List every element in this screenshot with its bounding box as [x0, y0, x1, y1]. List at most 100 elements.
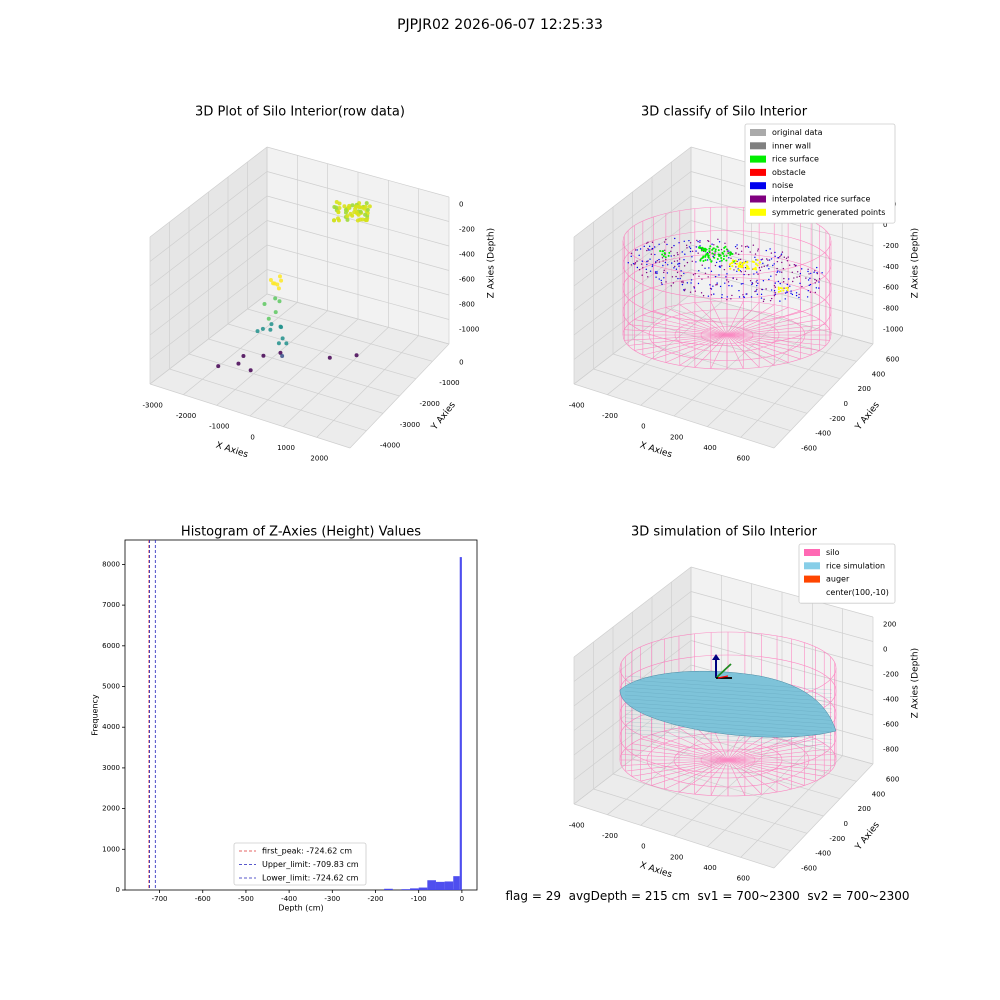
histogram-bar: [410, 888, 419, 890]
surface-mesh: [624, 683, 833, 698]
surface-point: [763, 265, 765, 268]
legend-label: rice surface: [772, 155, 819, 164]
surface-point: [723, 268, 726, 271]
data-point: [348, 211, 353, 216]
data-point: [354, 353, 359, 358]
x-tick-label: 2000: [310, 455, 328, 463]
data-point: [266, 316, 271, 321]
surface-point: [708, 267, 710, 269]
surface-point: [674, 265, 676, 268]
symmetric-point: [779, 290, 782, 293]
surface-point: [776, 260, 779, 263]
surface-point: [721, 265, 723, 267]
data-point: [332, 204, 337, 209]
surface-point: [716, 282, 718, 284]
data-point: [280, 353, 285, 358]
surface-point: [744, 270, 747, 272]
surface-point: [735, 266, 737, 268]
surface-point: [666, 272, 669, 274]
x-tick-label: -600: [195, 895, 211, 903]
surface-mesh: [624, 706, 833, 721]
surface-point: [744, 266, 747, 269]
x-tick-label: -2000: [176, 412, 196, 420]
surface-mesh: [624, 729, 833, 744]
data-point: [262, 301, 267, 306]
symmetric-point: [739, 261, 742, 264]
y-tick-label: 1000: [102, 845, 120, 853]
simulation-3d-plot: 3D simulation of Silo Interior -400 -200 0 2…: [569, 525, 921, 883]
surface-point: [654, 272, 657, 274]
surface-point: [718, 274, 720, 276]
surface-point: [683, 265, 686, 267]
surface-point: [787, 256, 789, 258]
surface-point: [712, 285, 714, 287]
rice-surface-point: [698, 246, 701, 249]
surface-point: [673, 260, 676, 263]
rice-surface-point: [704, 259, 707, 262]
histogram-bar: [453, 876, 460, 890]
surface-point: [702, 295, 705, 297]
surface-point: [684, 288, 686, 290]
surface-point: [762, 280, 765, 282]
surface-point: [728, 284, 730, 287]
surface-point: [634, 262, 637, 264]
symmetric-point: [740, 264, 744, 267]
data-point: [332, 218, 337, 223]
legend-swatch: [750, 129, 766, 136]
surface-point: [769, 299, 772, 302]
y-tick-label: 4000: [102, 723, 120, 731]
z-tick-label: -400: [883, 263, 899, 271]
surface-point: [651, 241, 654, 244]
surface-point: [658, 261, 661, 263]
chart-title: 3D classify of Silo Interior: [641, 105, 808, 120]
surface-point: [768, 268, 770, 270]
surface-point: [656, 259, 659, 262]
rice-surface-point: [716, 245, 719, 248]
y-tick-label: 6000: [102, 642, 120, 650]
surface-point: [755, 259, 757, 261]
surface-point: [786, 260, 789, 262]
surface-point: [721, 296, 723, 299]
surface-point: [770, 252, 773, 254]
z-tick-label: 0: [459, 200, 463, 208]
surface-point: [656, 271, 658, 273]
symmetric-point: [731, 264, 734, 268]
floor-pane: [574, 294, 873, 448]
surface-point: [796, 276, 798, 278]
data-point: [261, 353, 266, 358]
symmetric-point: [730, 261, 733, 265]
surface-point: [738, 253, 740, 256]
surface-point: [664, 261, 667, 264]
surface-point: [807, 268, 809, 270]
surface-mesh: [624, 721, 833, 736]
surface-point: [681, 251, 683, 253]
z-tick-label: -800: [459, 300, 475, 308]
surface-point: [742, 294, 744, 296]
data-point: [358, 209, 363, 214]
surface-point: [743, 296, 746, 298]
surface-mesh: [624, 713, 833, 729]
surface-point: [796, 271, 799, 273]
center-y-axis: [715, 663, 732, 679]
surface-point: [783, 287, 785, 289]
silo-wireframe: [622, 206, 832, 370]
surface-point: [730, 298, 732, 300]
surface-point: [720, 248, 723, 251]
x-tick-label: 400: [703, 864, 716, 872]
surface-point: [814, 270, 816, 272]
surface-point: [758, 267, 761, 269]
surface-point: [670, 255, 672, 257]
histogram-bar: [459, 557, 462, 890]
surface-point: [815, 280, 818, 282]
surface-point: [647, 241, 649, 243]
surface-point: [649, 258, 651, 260]
surface-point: [627, 262, 629, 264]
symmetric-point: [745, 267, 748, 270]
rice-surface-point: [723, 250, 726, 253]
surface-point: [754, 253, 757, 255]
y-tick-label: -600: [801, 865, 817, 873]
surface-point: [713, 244, 715, 246]
surface-mesh: [624, 691, 833, 706]
surface-point: [775, 274, 777, 276]
surface-point: [640, 263, 643, 265]
